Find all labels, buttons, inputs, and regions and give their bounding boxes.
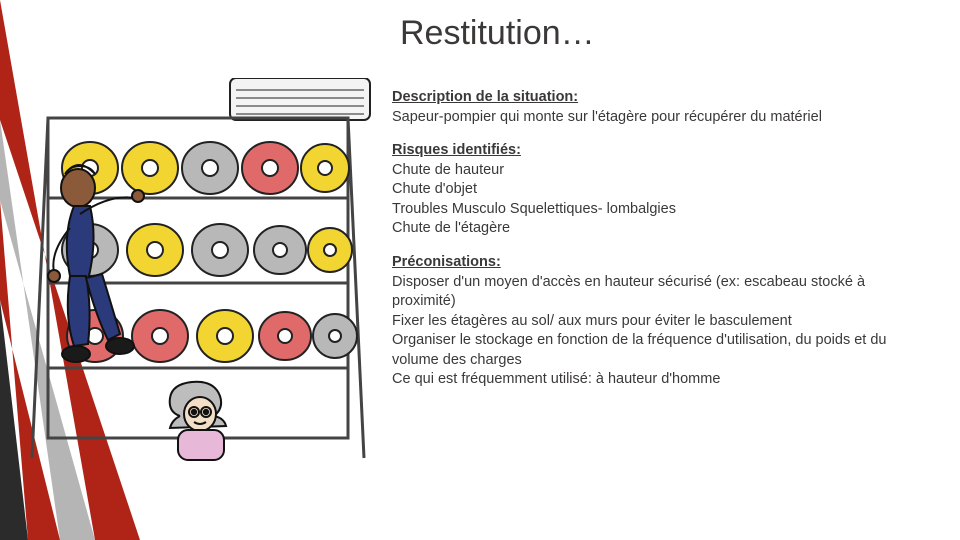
recommendations-heading: Préconisations: bbox=[392, 253, 932, 273]
recommendation-item: Fixer les étagères au sol/ aux murs pour… bbox=[392, 312, 932, 332]
description-heading: Description de la situation: bbox=[392, 88, 932, 108]
slide-title: Restitution… bbox=[400, 14, 595, 53]
slide: Restitution… bbox=[0, 0, 960, 540]
risks-heading: Risques identifiés: bbox=[392, 141, 932, 161]
risk-item: Chute d'objet bbox=[392, 180, 932, 200]
section-risks: Risques identifiés: Chute de hauteur Chu… bbox=[392, 141, 932, 239]
text-content: Description de la situation: Sapeur-pomp… bbox=[392, 88, 932, 404]
recommendation-item: Ce qui est fréquemment utilisé: à hauteu… bbox=[392, 370, 932, 390]
description-body: Sapeur-pompier qui monte sur l'étagère p… bbox=[392, 108, 932, 128]
recommendation-item: Organiser le stockage en fonction de la … bbox=[392, 331, 932, 370]
risk-item: Chute de hauteur bbox=[392, 161, 932, 181]
risk-item: Chute de l'étagère bbox=[392, 219, 932, 239]
illustration bbox=[20, 78, 378, 466]
recommendation-item: Disposer d'un moyen d'accès en hauteur s… bbox=[392, 273, 932, 312]
section-recommendations: Préconisations: Disposer d'un moyen d'ac… bbox=[392, 253, 932, 390]
section-description: Description de la situation: Sapeur-pomp… bbox=[392, 88, 932, 127]
risk-item: Troubles Musculo Squelettiques- lombalgi… bbox=[392, 200, 932, 220]
